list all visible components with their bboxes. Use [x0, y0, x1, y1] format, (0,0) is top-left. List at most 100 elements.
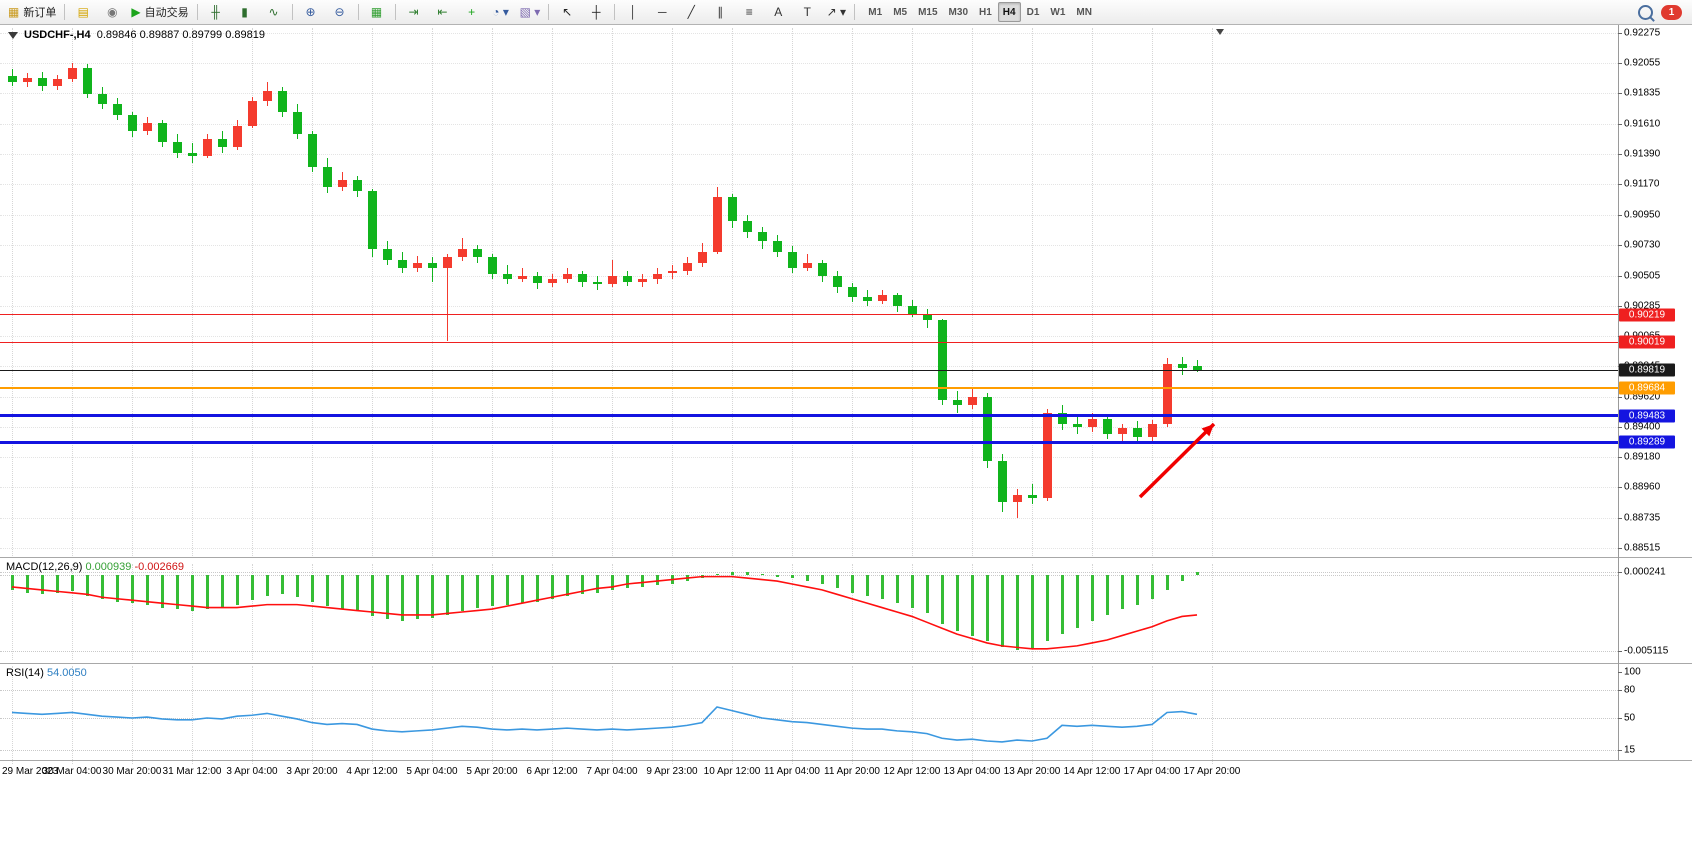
timeframe-m5[interactable]: M5 — [893, 6, 908, 18]
line-chart-button[interactable]: ∿ — [260, 1, 288, 23]
notification-badge[interactable]: 1 — [1661, 4, 1682, 20]
zoom-out-icon: ⊖ — [334, 5, 345, 19]
text-label-button[interactable]: T — [793, 1, 821, 23]
price-axis-tick — [1618, 214, 1622, 216]
cursor-button[interactable]: ↖ — [553, 1, 581, 23]
new-order-button[interactable]: ▦ 新订单 — [4, 1, 60, 23]
macd-histogram-bar — [116, 575, 119, 602]
macd-histogram-bar — [986, 575, 989, 642]
time-axis-label: 31 Mar 12:00 — [162, 766, 222, 777]
timeframe-h4[interactable]: H4 — [997, 2, 1021, 22]
channel-button[interactable]: ∥ — [706, 1, 734, 23]
tile-windows-button[interactable]: ▦ — [363, 1, 391, 23]
crosshair-icon: ┼ — [592, 5, 601, 19]
horizontal-gridline — [0, 487, 1618, 489]
bar-chart-button[interactable]: ╫ — [202, 1, 230, 23]
chart-shift-marker[interactable] — [1216, 29, 1224, 35]
arrows-dropdown[interactable]: ↗ ▾ — [822, 1, 850, 23]
macd-histogram-bar — [26, 575, 29, 593]
rsi-level-line — [0, 718, 1618, 719]
macd-histogram-bar — [206, 575, 209, 610]
candlestick-chart-button[interactable]: ▮ — [231, 1, 259, 23]
vertical-gridline — [132, 564, 133, 660]
macd-histogram-bar — [731, 572, 734, 576]
timeframe-d1[interactable]: D1 — [1026, 6, 1040, 18]
vertical-gridline — [1212, 666, 1213, 764]
new-order-icon: ▦ — [8, 5, 20, 19]
macd-histogram-bar — [836, 575, 839, 589]
zoom-out-button[interactable]: ⊖ — [326, 1, 354, 23]
zoom-in-button[interactable]: ⊕ — [297, 1, 325, 23]
horizontal-level-line[interactable] — [0, 414, 1618, 418]
vertical-line-button[interactable]: │ — [619, 1, 647, 23]
horizontal-gridline — [0, 184, 1618, 186]
horizontal-gridline — [0, 275, 1618, 277]
autotrading-button[interactable]: ▶ 自动交易 — [127, 1, 192, 23]
level-price-badge: 0.89289 — [1619, 435, 1675, 449]
horizontal-level-line[interactable] — [0, 387, 1618, 390]
trendline-icon: ╱ — [687, 5, 695, 19]
one-click-trading-toggle[interactable] — [8, 32, 18, 39]
vertical-gridline — [72, 564, 73, 660]
horizontal-gridline — [0, 518, 1618, 520]
horizontal-level-line[interactable] — [0, 314, 1618, 316]
macd-histogram-bar — [1106, 575, 1109, 615]
candle — [218, 139, 227, 148]
templates-dropdown[interactable]: ▧ ▾ — [516, 1, 545, 23]
macd-histogram-bar — [56, 575, 59, 593]
vertical-gridline — [1152, 564, 1153, 660]
candle — [1028, 495, 1037, 499]
community-button[interactable]: ◉ — [98, 1, 126, 23]
vertical-gridline — [1092, 28, 1093, 556]
auto-scroll-button[interactable]: ⇥ — [400, 1, 428, 23]
candle — [998, 461, 1007, 503]
vertical-gridline — [732, 28, 733, 556]
horizontal-level-line[interactable] — [0, 440, 1618, 444]
horizontal-gridline — [0, 154, 1618, 156]
vertical-gridline — [792, 666, 793, 764]
periods-dropdown[interactable]: ◔ ▾ — [487, 1, 515, 23]
chart-shift-button[interactable]: ⇤ — [429, 1, 457, 23]
macd-histogram-bar — [1151, 575, 1154, 599]
macd-histogram-bar — [446, 575, 449, 615]
candle — [128, 114, 137, 132]
candle — [38, 77, 47, 86]
time-axis-label: 17 Apr 20:00 — [1183, 766, 1241, 777]
search-icon[interactable] — [1638, 4, 1653, 20]
timeframe-m1[interactable]: M1 — [868, 6, 883, 18]
horizontal-gridline — [0, 396, 1618, 398]
crosshair-button[interactable]: ┼ — [582, 1, 610, 23]
horizontal-gridline — [0, 214, 1618, 216]
horizontal-line-button[interactable]: ─ — [648, 1, 676, 23]
vertical-gridline — [612, 666, 613, 764]
trend-arrow-annotation[interactable] — [0, 28, 1618, 566]
trendline-button[interactable]: ╱ — [677, 1, 705, 23]
timeframe-w1[interactable]: W1 — [1050, 6, 1066, 18]
axis-bottom-border[interactable] — [0, 760, 1692, 761]
macd-histogram-bar — [1121, 575, 1124, 610]
candle — [1088, 418, 1097, 427]
macd-axis-label: -0.005115 — [1624, 645, 1669, 657]
time-axis-label: 13 Apr 20:00 — [1003, 766, 1061, 777]
charts-list-button[interactable]: ▤ — [69, 1, 97, 23]
timeframe-m30[interactable]: M30 — [948, 6, 968, 18]
candle — [1058, 413, 1067, 425]
macd-histogram-bar — [401, 575, 404, 621]
vertical-gridline — [372, 28, 373, 556]
horizontal-level-line[interactable] — [0, 341, 1618, 343]
text-icon: A — [774, 5, 783, 19]
vertical-gridline — [1032, 666, 1033, 764]
fibonacci-button[interactable]: ≡ — [735, 1, 763, 23]
candle — [1103, 418, 1112, 434]
candle — [758, 232, 767, 241]
timeframe-h1[interactable]: H1 — [979, 6, 992, 18]
panel-splitter[interactable] — [0, 557, 1692, 558]
text-button[interactable]: A — [764, 1, 792, 23]
vertical-gridline — [72, 666, 73, 764]
time-axis-label: 5 Apr 04:00 — [406, 766, 458, 777]
horizontal-gridline — [0, 426, 1618, 428]
timeframe-m15[interactable]: M15 — [918, 6, 938, 18]
indicators-button[interactable]: + — [458, 1, 486, 23]
timeframe-mn[interactable]: MN — [1076, 6, 1092, 18]
panel-splitter[interactable] — [0, 663, 1692, 664]
